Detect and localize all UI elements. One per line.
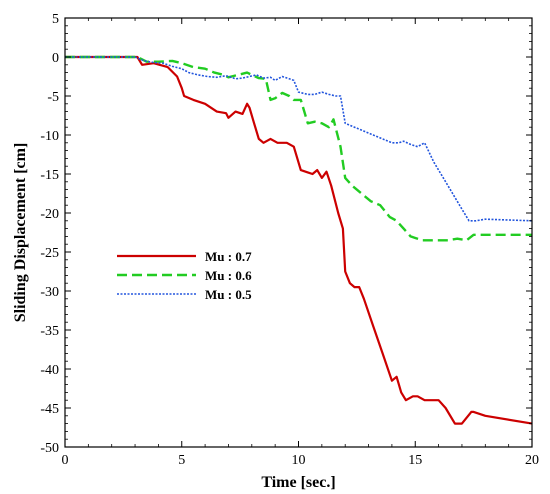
plot-frame [64,17,533,448]
y-tick-label: -40 [40,363,59,378]
x-tick-label: 10 [292,453,306,468]
axes-layer: 0 5 10 15 20 5 0 -5 -10 -15 -20 -25 -30 -35 -40 -45 -50 [40,12,539,468]
y-tick-label: -50 [40,441,59,456]
y-tick-label: -5 [47,90,59,105]
x-axis-title: Time [sec.] [261,474,335,491]
legend-label-3: Mu : 0.5 [205,287,252,302]
series-line-2 [65,55,532,242]
y-tick-label: -20 [40,207,59,222]
y-tick-label: -45 [40,402,59,417]
y-tick-label: -10 [40,129,59,144]
x-tick-label: 15 [408,453,422,468]
x-tick-label: 20 [525,453,539,468]
series-layer [65,55,533,425]
y-tick-label: 5 [52,12,59,27]
x-tick-label: 0 [62,453,69,468]
y-tick-label: -30 [40,285,59,300]
x-tick-label: 5 [178,453,185,468]
series-line-1 [65,55,533,425]
y-tick-label: -35 [40,324,59,339]
y-tick-label: 0 [52,51,59,66]
y-tick-label: -15 [40,168,59,183]
series-line-3 [65,56,533,222]
y-axis-title: Sliding Displacement [cm] [12,143,29,323]
legend: Mu : 0.7 Mu : 0.6 Mu : 0.5 [117,249,252,302]
legend-label-2: Mu : 0.6 [205,268,252,283]
legend-label-1: Mu : 0.7 [205,249,252,264]
y-tick-label: -25 [40,246,59,261]
